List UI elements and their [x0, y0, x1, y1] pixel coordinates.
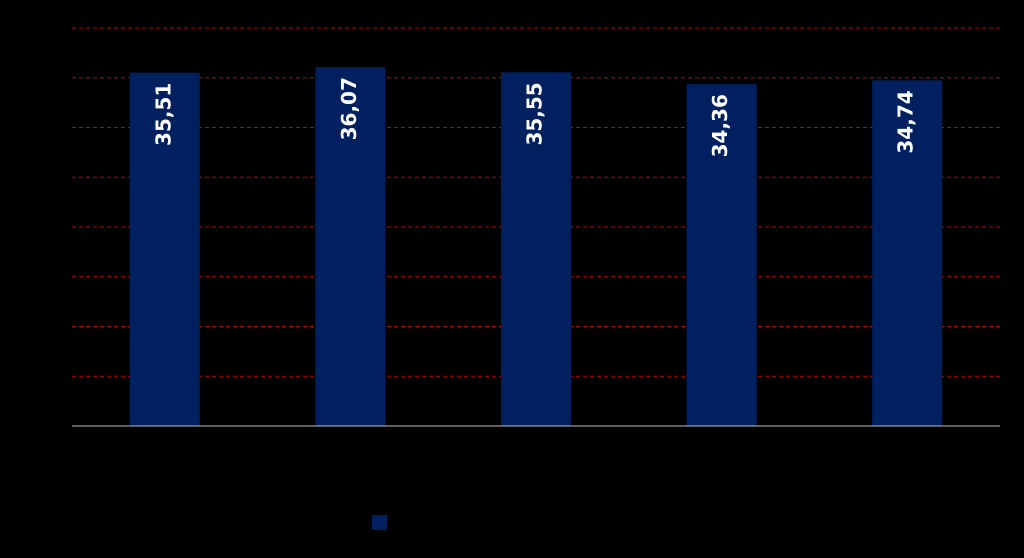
data-label: 36,07 [337, 77, 361, 140]
legend-swatch [372, 515, 387, 530]
bar [501, 72, 571, 426]
bar [315, 67, 386, 426]
data-label: 35,55 [523, 82, 547, 145]
bar [872, 80, 943, 426]
bar [129, 72, 200, 426]
data-label: 34,74 [894, 90, 918, 153]
bar [686, 84, 757, 427]
data-label: 34,36 [708, 94, 732, 157]
data-label: 35,51 [151, 83, 175, 146]
